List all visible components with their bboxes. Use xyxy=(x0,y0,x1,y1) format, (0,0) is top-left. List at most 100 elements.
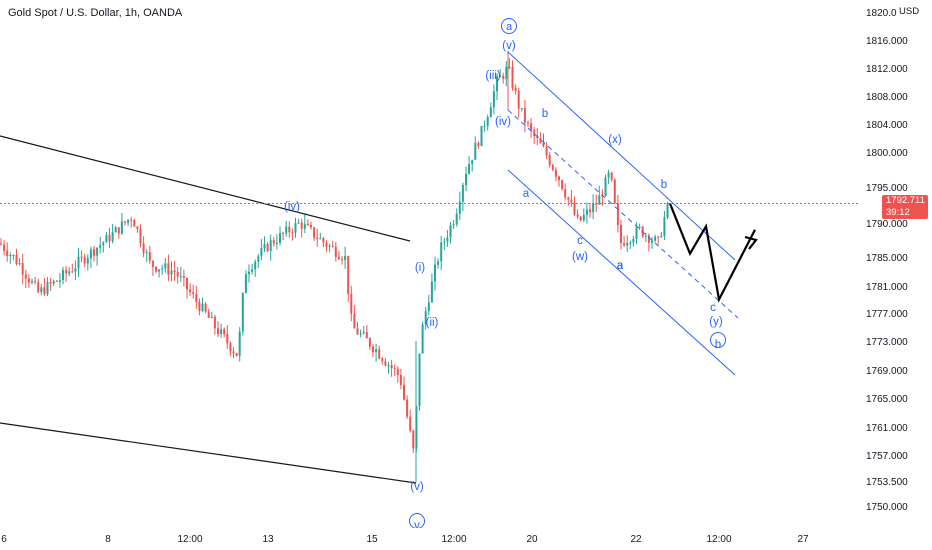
projection-arrowhead xyxy=(744,235,758,250)
candle-body xyxy=(539,138,542,144)
candle-body xyxy=(80,256,83,258)
wave-label: (x) xyxy=(608,134,622,146)
candle-body xyxy=(9,254,12,256)
candle-body xyxy=(632,238,635,243)
candle-body xyxy=(654,236,657,241)
candle-body xyxy=(480,125,483,146)
candle-body xyxy=(71,271,74,273)
candle-body xyxy=(89,249,92,259)
candle-body xyxy=(241,293,244,332)
candle-body xyxy=(55,280,58,282)
time-tick-label: 27 xyxy=(797,534,809,545)
candle-body xyxy=(579,216,582,221)
candle-body xyxy=(647,235,650,243)
candle-body xyxy=(558,176,560,181)
wave-label: a xyxy=(617,260,624,272)
candle-body xyxy=(533,129,536,137)
price-axis[interactable]: 1816.000 1812.000 1808.000 1804.000 1800.000… xyxy=(860,0,932,550)
candle-body xyxy=(567,197,570,200)
currency-unit-badge[interactable]: USD xyxy=(897,5,922,18)
candle-body xyxy=(108,234,111,242)
candle-body xyxy=(359,333,362,335)
price-tick-label: 1765.000 xyxy=(866,394,908,405)
candle-body xyxy=(114,227,117,233)
candle-body xyxy=(393,368,396,370)
price-tick-label: 1795.000 xyxy=(866,183,908,194)
candle-body xyxy=(638,226,641,228)
candle-body xyxy=(325,242,328,247)
candle-body xyxy=(551,165,554,170)
candle-body xyxy=(616,203,619,225)
wave-label: b xyxy=(661,179,667,191)
candle-body xyxy=(40,287,43,293)
candle-body xyxy=(598,195,601,205)
price-tick-label: 1750.000 xyxy=(866,502,908,513)
candle-body xyxy=(282,233,285,235)
price-tick-label: 1790.000 xyxy=(866,219,908,230)
candle-body xyxy=(381,358,384,362)
candle-body xyxy=(124,221,126,223)
time-tick-label: 12:00 xyxy=(177,534,202,545)
candle-body xyxy=(291,232,294,234)
candle-body xyxy=(18,263,21,265)
candle-body xyxy=(517,90,520,109)
price-tick-label: 1804.000 xyxy=(866,120,908,131)
price-tick-label: 1753.500 xyxy=(866,477,908,488)
candle-body xyxy=(232,351,235,354)
price-tick-label: 1785.000 xyxy=(866,253,908,264)
time-tick-label: 15 xyxy=(366,534,378,545)
candle-body xyxy=(499,75,502,77)
candle-body xyxy=(477,142,480,146)
candle-body xyxy=(31,281,33,283)
candle-body xyxy=(440,242,443,262)
candle-body xyxy=(657,236,660,238)
candle-body xyxy=(626,242,629,246)
candle-body xyxy=(288,226,291,233)
chart-title: Gold Spot / U.S. Dollar, 1h, OANDA xyxy=(8,7,183,19)
candle-body xyxy=(46,281,49,294)
candle-body xyxy=(303,223,306,229)
candle-body xyxy=(322,238,325,243)
candle-body xyxy=(139,228,142,244)
wave-label: (iii) xyxy=(485,70,500,82)
wave-label: a xyxy=(506,21,513,33)
candle-body xyxy=(406,399,409,417)
last-price-value: 1792.711 xyxy=(886,194,925,206)
candle-body xyxy=(155,266,157,272)
candle-body xyxy=(229,343,232,352)
candle-body xyxy=(285,226,288,234)
candle-body xyxy=(471,159,474,165)
candle-body xyxy=(198,301,201,311)
candle-body xyxy=(427,302,430,312)
candle-body xyxy=(511,67,514,88)
candle-body xyxy=(319,238,322,240)
time-axis[interactable]: 6 8 12:00 13 15 12:00 20 22 12:00 27 xyxy=(0,528,932,550)
candle-body xyxy=(130,219,133,221)
candle-body xyxy=(601,195,604,197)
candle-body xyxy=(421,324,424,354)
candle-body xyxy=(446,237,449,242)
candle-body xyxy=(474,142,477,160)
candle-body xyxy=(341,259,343,261)
wave-label: c xyxy=(710,302,716,314)
time-tick-label: 6 xyxy=(1,534,7,545)
wave-label: (ii) xyxy=(426,317,439,329)
candle-body xyxy=(167,263,170,275)
candle-body xyxy=(235,353,238,356)
price-tick-label: 1773.000 xyxy=(866,337,908,348)
candle-body xyxy=(313,227,316,238)
candle-body xyxy=(461,184,464,202)
candle-body xyxy=(142,243,145,253)
candle-body xyxy=(443,241,446,243)
candle-body xyxy=(0,243,2,245)
candle-body xyxy=(49,281,52,284)
candle-body xyxy=(204,303,207,312)
candle-body xyxy=(496,76,498,92)
candle-body xyxy=(663,217,666,236)
candle-body xyxy=(356,328,359,335)
candle-body xyxy=(34,281,37,283)
candle-body xyxy=(592,203,595,212)
candle-body xyxy=(434,264,436,282)
candle-body xyxy=(390,365,393,369)
